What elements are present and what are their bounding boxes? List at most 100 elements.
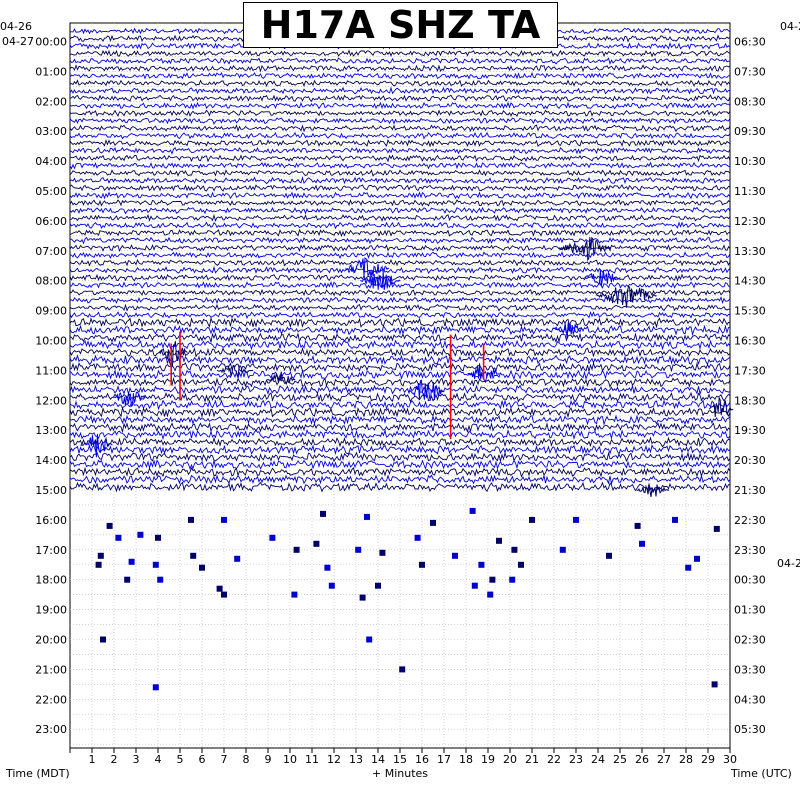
sparse-event-44 [375, 582, 381, 589]
right-hour-label: 20:30 [734, 454, 766, 467]
sparse-event-25 [355, 546, 362, 553]
x-tick-label: 18 [459, 753, 473, 766]
trace-line-61 [69, 481, 731, 493]
sparse-event-27 [452, 552, 458, 559]
trace-line-16 [69, 146, 731, 155]
right-hour-label: 01:30 [734, 604, 766, 617]
event-burst-6 [159, 341, 188, 368]
trace-line-36 [69, 296, 731, 305]
trace-line-39 [69, 316, 731, 329]
trace-line-9 [69, 94, 731, 102]
right-hour-label: 16:30 [734, 335, 766, 348]
left-hour-label: 07:00 [35, 245, 67, 258]
sparse-event-45 [471, 582, 478, 589]
trace-line-29 [69, 244, 731, 253]
trace-line-59 [69, 466, 731, 478]
x-tick-label: 2 [111, 753, 118, 766]
sparse-event-20 [97, 552, 104, 559]
x-tick-label: 3 [133, 753, 140, 766]
trace-line-45 [69, 361, 731, 373]
event-burst-2 [558, 236, 611, 262]
sparse-event-15 [269, 534, 276, 541]
trace-line-21 [69, 183, 731, 192]
x-tick-label: 19 [481, 753, 495, 766]
right-hour-label: 14:30 [734, 275, 766, 288]
left-hour-label: 04:00 [35, 155, 67, 168]
seismic-traces [69, 26, 731, 493]
left-hour-label: 19:00 [35, 604, 67, 617]
trace-line-41 [69, 332, 731, 344]
sparse-event-43 [328, 582, 335, 589]
sparse-event-13 [115, 534, 122, 541]
trace-line-34 [69, 280, 731, 289]
trace-line-44 [69, 354, 731, 366]
trace-line-50 [69, 399, 731, 411]
sparse-event-39 [685, 564, 692, 571]
right-hour-label: 13:30 [734, 245, 766, 258]
right-date-top: 04-2 [780, 20, 800, 33]
sparse-event-48 [221, 591, 227, 598]
trace-line-54 [69, 428, 731, 441]
event-burst-10 [80, 433, 113, 458]
right-hour-label: 23:30 [734, 544, 766, 557]
left-hour-label: 12:00 [35, 394, 67, 407]
trace-line-49 [69, 391, 731, 403]
sparse-event-40 [124, 576, 131, 583]
right-hour-label: 17:30 [734, 364, 766, 377]
x-tick-label: 17 [437, 753, 451, 766]
sparse-event-6 [430, 519, 436, 526]
trace-line-19 [69, 169, 731, 177]
trace-line-22 [69, 191, 731, 200]
sparse-event-29 [559, 546, 566, 553]
left-hour-label: 02:00 [35, 95, 67, 108]
sparse-event-16 [313, 540, 320, 547]
sparse-event-24 [293, 546, 300, 553]
trace-line-6 [69, 71, 731, 80]
right-hour-label: 12:30 [734, 215, 766, 228]
x-tick-label: 12 [327, 753, 341, 766]
trace-line-42 [69, 339, 731, 351]
x-tick-label: 23 [569, 753, 583, 766]
sparse-event-55 [152, 684, 159, 691]
right-hour-label: 15:30 [734, 305, 766, 318]
x-tick-label: 1 [89, 753, 96, 766]
right-hour-label: 07:30 [734, 65, 766, 78]
sparse-event-50 [359, 594, 366, 601]
sparse-event-17 [414, 534, 421, 541]
left-hour-label: 06:00 [35, 215, 67, 228]
sparse-event-42 [216, 585, 223, 592]
trace-line-55 [69, 436, 731, 448]
x-tick-label: 8 [243, 753, 250, 766]
trace-line-14 [69, 131, 731, 140]
left-hour-label: 09:00 [35, 305, 67, 318]
x-tick-label: 30 [723, 753, 737, 766]
sparse-event-22 [190, 552, 197, 559]
x-axis-ticks: 1 2 3 4 5 6 7 8 9 10 11 12 13 14 15 16 17 18 19 20 21 22 23 24 2… [69, 748, 737, 766]
sparse-event-47 [509, 576, 516, 583]
sparse-event-36 [419, 561, 425, 568]
right-hour-label: 08:30 [734, 95, 766, 108]
right-hour-label: 18:30 [734, 394, 766, 407]
right-hour-label: 10:30 [734, 155, 766, 168]
x-tick-label: 21 [525, 753, 539, 766]
x-tick-label: 27 [657, 753, 671, 766]
trace-line-3 [69, 49, 731, 58]
x-tick-label: 9 [265, 753, 272, 766]
trace-line-27 [69, 228, 731, 238]
sparse-event-30 [606, 552, 612, 559]
sparse-event-37 [478, 561, 485, 568]
sparse-event-9 [573, 516, 579, 523]
x-tick-label: 6 [199, 753, 206, 766]
event-burst-11 [708, 397, 734, 417]
left-hour-label: 18:00 [35, 574, 67, 587]
x-tick-label: 5 [177, 753, 184, 766]
left-hour-label: 21:00 [35, 663, 67, 676]
left-hour-label: 05:00 [35, 185, 67, 198]
left-axis-label: Time (MDT) [5, 767, 70, 780]
sparse-event-28 [511, 546, 518, 553]
left-hour-label: 03:00 [35, 125, 67, 138]
left-date-top: 04-26 [0, 20, 32, 33]
event-burst-5 [553, 322, 582, 339]
sparse-event-2 [188, 516, 194, 523]
trace-line-12 [69, 117, 731, 125]
